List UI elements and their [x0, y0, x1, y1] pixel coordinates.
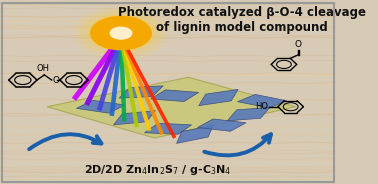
FancyArrowPatch shape — [204, 134, 271, 155]
Polygon shape — [227, 107, 270, 121]
FancyArrowPatch shape — [29, 134, 101, 149]
Text: OH: OH — [36, 64, 49, 73]
Polygon shape — [198, 119, 246, 131]
Polygon shape — [144, 123, 192, 134]
Polygon shape — [113, 111, 155, 125]
Circle shape — [110, 27, 132, 39]
Polygon shape — [177, 125, 213, 143]
Circle shape — [81, 11, 161, 55]
Polygon shape — [199, 89, 238, 106]
Text: O: O — [52, 76, 59, 84]
Polygon shape — [47, 77, 296, 138]
Polygon shape — [151, 90, 199, 102]
Text: O: O — [295, 40, 302, 49]
Circle shape — [91, 17, 151, 50]
Circle shape — [87, 15, 155, 52]
Circle shape — [74, 7, 168, 59]
Text: 2D/2D Zn$_4$In$_2$S$_7$ / g-C$_3$N$_4$: 2D/2D Zn$_4$In$_2$S$_7$ / g-C$_3$N$_4$ — [84, 163, 232, 177]
Polygon shape — [76, 100, 125, 113]
Polygon shape — [119, 86, 163, 98]
Circle shape — [91, 17, 151, 50]
Text: HO: HO — [255, 102, 268, 111]
Text: Photoredox catalyzed β-O-4 cleavage
of lignin model compound: Photoredox catalyzed β-O-4 cleavage of l… — [118, 6, 366, 33]
Polygon shape — [237, 94, 287, 108]
